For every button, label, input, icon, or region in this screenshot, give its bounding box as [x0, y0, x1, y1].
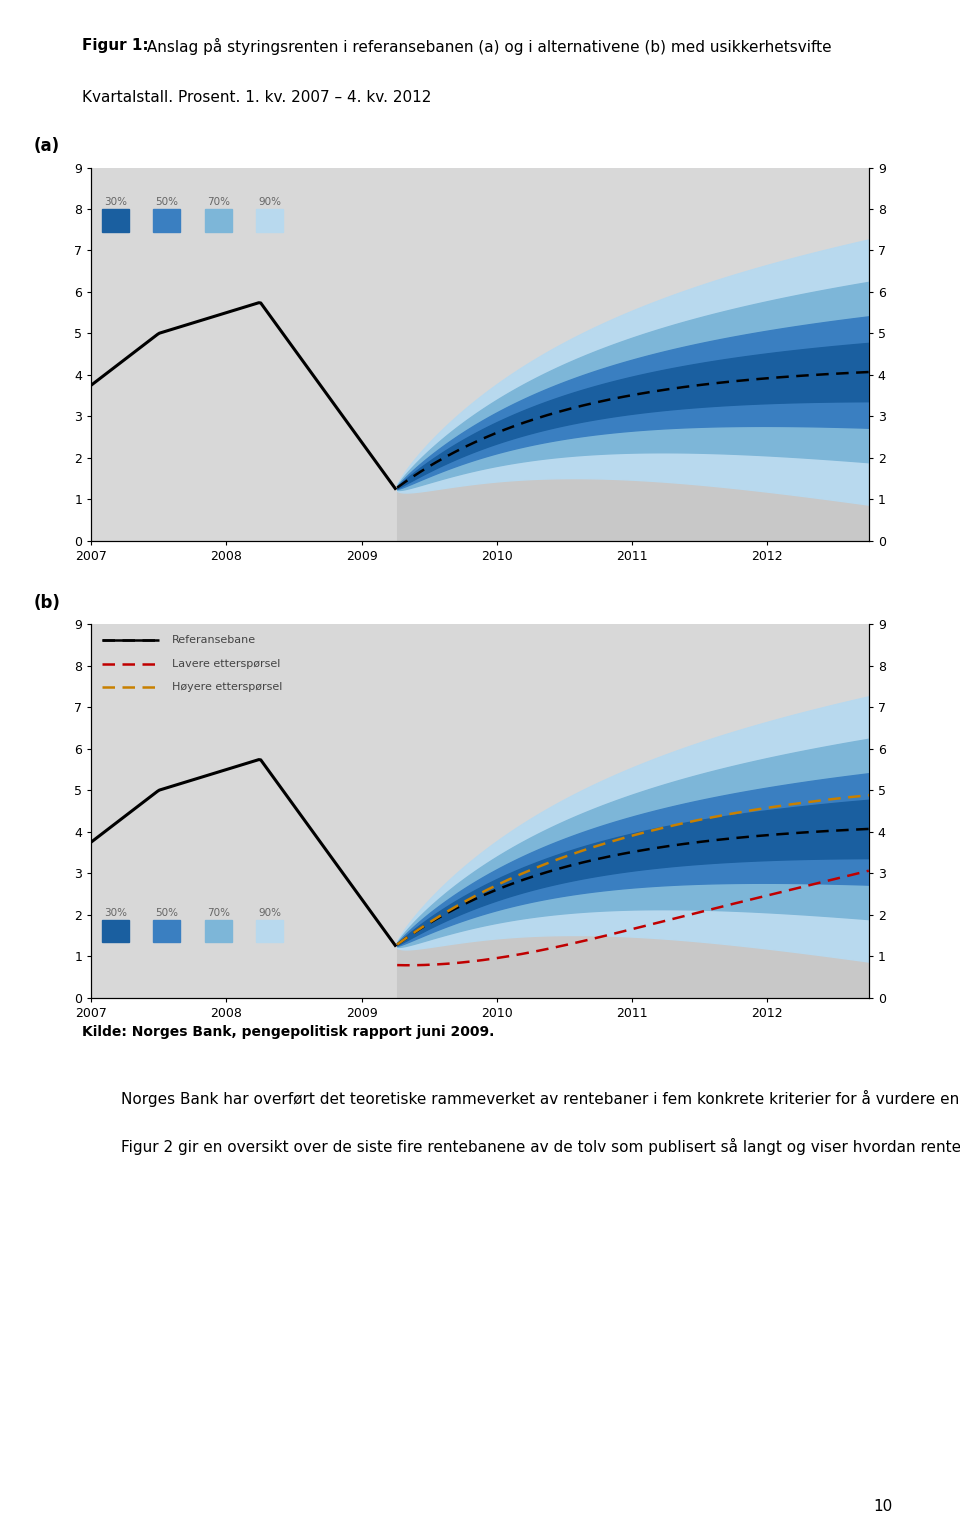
- Bar: [102, 920, 129, 943]
- Bar: [154, 920, 180, 943]
- Text: 30%: 30%: [104, 196, 127, 207]
- Text: Norges Bank har overført det teoretiske rammeverket av rentebaner i fem konkrete: Norges Bank har overført det teoretiske …: [82, 1090, 960, 1154]
- Bar: [154, 209, 180, 231]
- Text: Anslag på styringsrenten i referansebanen (a) og i alternativene (b) med usikker: Anslag på styringsrenten i referansebane…: [142, 38, 831, 55]
- Text: 10: 10: [874, 1499, 893, 1514]
- Text: 90%: 90%: [258, 196, 281, 207]
- Bar: [102, 209, 129, 231]
- Text: 70%: 70%: [206, 908, 229, 917]
- Bar: [256, 920, 283, 943]
- Text: 30%: 30%: [104, 908, 127, 917]
- Text: Kvartalstall. Prosent. 1. kv. 2007 – 4. kv. 2012: Kvartalstall. Prosent. 1. kv. 2007 – 4. …: [82, 90, 431, 105]
- Text: 70%: 70%: [206, 196, 229, 207]
- Bar: [204, 209, 232, 231]
- Text: (b): (b): [34, 594, 60, 612]
- Bar: [204, 920, 232, 943]
- Text: 50%: 50%: [156, 908, 179, 917]
- Bar: [256, 209, 283, 231]
- Text: (a): (a): [34, 137, 60, 155]
- Text: 50%: 50%: [156, 196, 179, 207]
- Text: Referansebane: Referansebane: [173, 635, 256, 646]
- Text: Høyere etterspørsel: Høyere etterspørsel: [173, 682, 282, 693]
- Text: 90%: 90%: [258, 908, 281, 917]
- Text: Kilde: Norges Bank, pengepolitisk rapport juni 2009.: Kilde: Norges Bank, pengepolitisk rappor…: [82, 1025, 494, 1039]
- Text: Figur 1:: Figur 1:: [82, 38, 148, 53]
- Text: Lavere etterspørsel: Lavere etterspørsel: [173, 659, 280, 669]
